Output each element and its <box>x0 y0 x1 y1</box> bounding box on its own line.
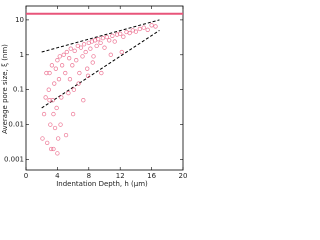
point <box>96 37 101 42</box>
point <box>99 70 104 76</box>
point <box>81 42 87 47</box>
point <box>74 58 79 63</box>
point <box>112 39 117 44</box>
point <box>75 43 80 49</box>
y-axis-label: Average pore size, ξ (nm) <box>1 44 9 134</box>
x-tick-label: 4 <box>55 172 60 180</box>
x-axis-label: Indentation Depth, h (μm) <box>56 180 148 188</box>
point <box>149 23 154 28</box>
point <box>57 54 62 59</box>
point <box>76 81 81 86</box>
point <box>67 77 73 82</box>
point <box>94 43 99 49</box>
x-tick-label: 20 <box>179 172 188 180</box>
y-tick-label: 10 <box>15 16 24 24</box>
point <box>45 140 50 145</box>
point <box>104 35 110 40</box>
y-tick-label: 0.01 <box>8 121 24 129</box>
point <box>48 146 54 152</box>
point <box>83 49 88 55</box>
point <box>108 52 113 57</box>
point <box>46 87 51 92</box>
point <box>72 48 77 53</box>
point <box>59 95 64 100</box>
point <box>133 29 139 34</box>
point <box>44 70 49 76</box>
point <box>141 25 146 30</box>
point <box>119 49 124 55</box>
chart: Indentation Depth, h (μm) Average pore s… <box>1 5 188 188</box>
plot-frame <box>25 5 184 171</box>
point <box>78 45 84 50</box>
point <box>55 151 60 156</box>
x-tick-label: 8 <box>87 172 91 180</box>
point <box>85 73 91 78</box>
point <box>118 31 123 36</box>
point <box>145 27 150 32</box>
point <box>77 70 82 76</box>
point <box>61 52 66 57</box>
point <box>107 38 112 43</box>
point <box>71 87 77 92</box>
x-tick-label: 0 <box>24 172 28 180</box>
point <box>55 58 60 63</box>
point <box>50 98 55 103</box>
point <box>153 24 158 29</box>
point <box>51 111 56 117</box>
point <box>68 46 73 51</box>
point <box>53 66 58 71</box>
point <box>88 46 93 51</box>
x-tick-label: 16 <box>147 172 156 180</box>
point <box>41 111 47 117</box>
point <box>64 49 69 55</box>
point <box>127 30 132 36</box>
point <box>52 81 57 86</box>
point <box>48 122 53 127</box>
point <box>63 70 68 76</box>
point <box>56 77 62 82</box>
y-tick-label: 1 <box>20 51 24 59</box>
point <box>121 34 126 39</box>
point <box>80 54 85 59</box>
point <box>63 132 69 138</box>
y-tick-label: 0.001 <box>4 155 24 163</box>
y-tick-label: 0.1 <box>13 86 24 94</box>
point <box>90 60 95 65</box>
point <box>43 95 48 100</box>
point <box>70 111 76 117</box>
point <box>49 63 55 68</box>
point <box>98 40 103 45</box>
point <box>100 35 106 41</box>
point <box>51 146 56 152</box>
point <box>137 26 142 32</box>
point <box>91 54 96 59</box>
point <box>54 105 59 111</box>
point <box>110 33 115 38</box>
point <box>52 125 58 131</box>
point <box>40 136 45 141</box>
point <box>58 122 63 127</box>
point <box>59 63 65 68</box>
point <box>85 66 90 71</box>
point <box>47 70 52 76</box>
point <box>66 90 71 96</box>
bound-line <box>41 19 160 53</box>
x-tick-label: 12 <box>116 172 125 180</box>
point <box>67 56 72 61</box>
point <box>81 98 86 103</box>
point <box>56 136 61 141</box>
point <box>70 63 75 68</box>
point <box>47 98 52 103</box>
bound-line <box>41 29 160 109</box>
point <box>102 45 107 50</box>
